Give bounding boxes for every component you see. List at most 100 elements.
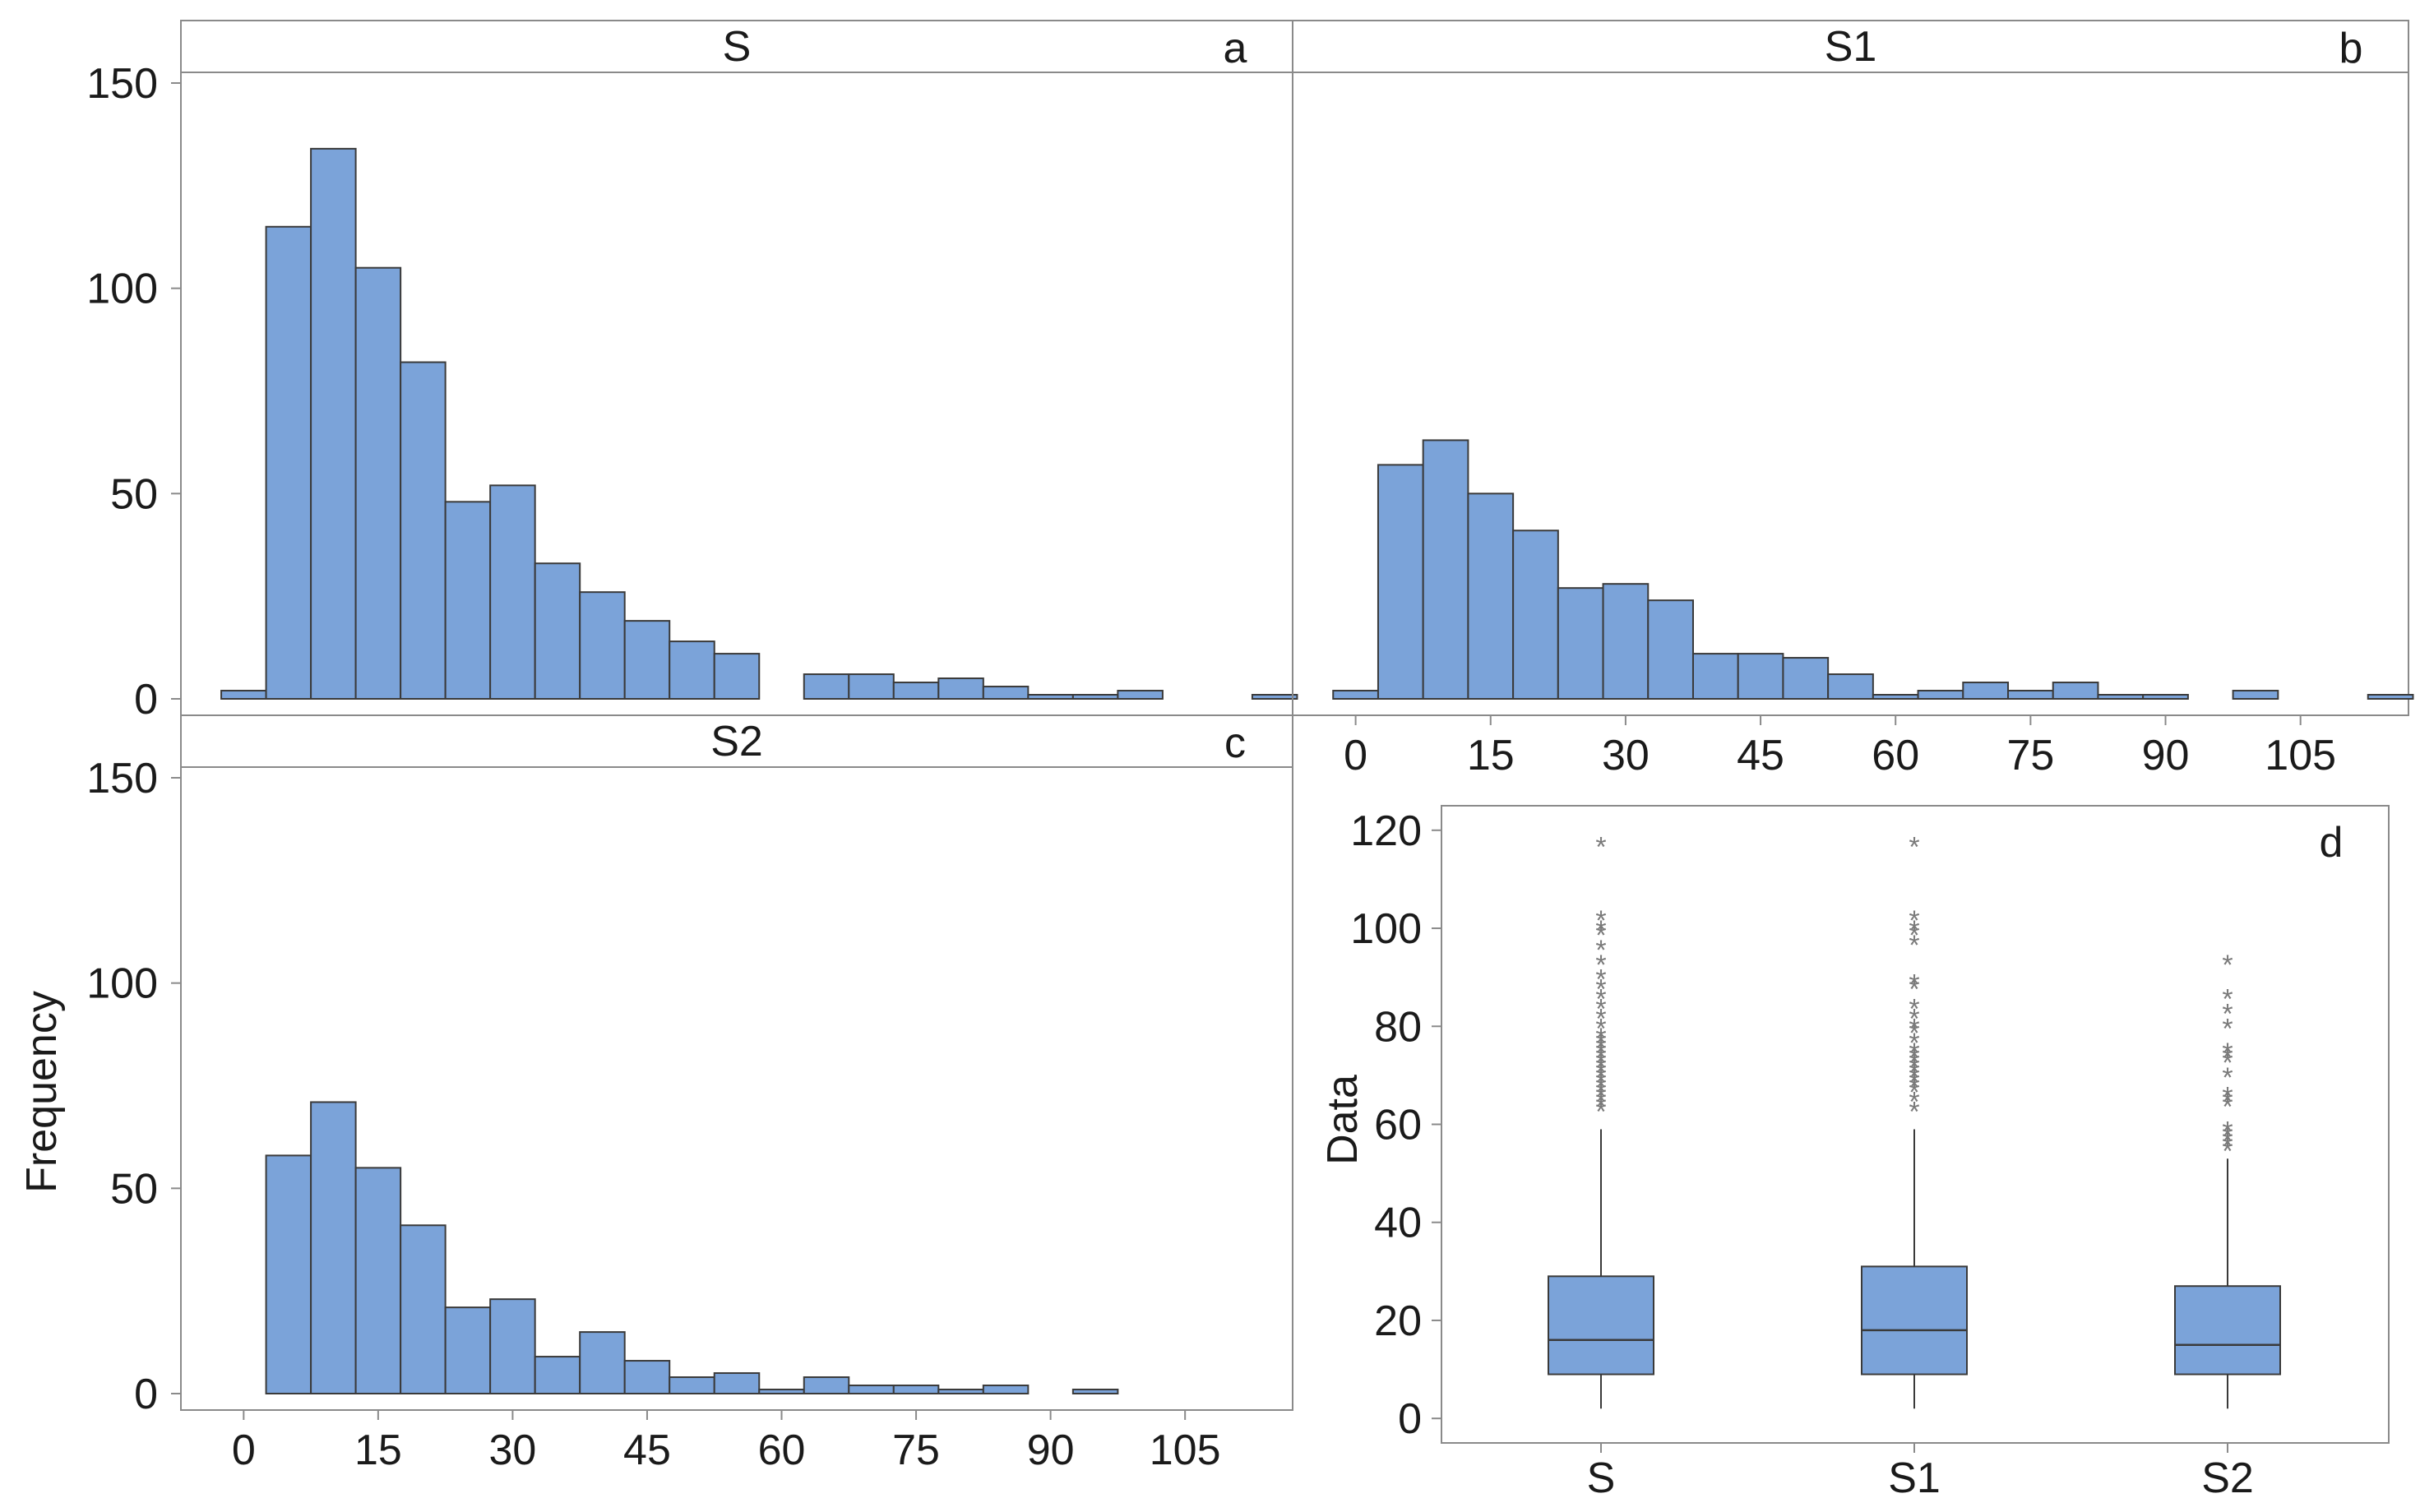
outlier-marker: * bbox=[2222, 1013, 2233, 1044]
histogram-bar bbox=[1557, 587, 1604, 700]
histogram-bar bbox=[2142, 694, 2189, 700]
y-axis-label-data: Data bbox=[1319, 1075, 1367, 1165]
histogram-bar bbox=[1962, 682, 2010, 701]
x-tick-label: 105 bbox=[2265, 732, 2336, 779]
outlier-marker: * bbox=[1909, 1052, 1919, 1084]
outlier-marker: * bbox=[1909, 905, 1919, 936]
outlier-marker: * bbox=[1909, 1072, 1919, 1103]
histogram-bar bbox=[220, 690, 267, 700]
histogram-bar bbox=[669, 1376, 715, 1394]
outlier-marker: * bbox=[1909, 1097, 1919, 1128]
x-tick-label: 30 bbox=[488, 1426, 536, 1474]
histogram-bar bbox=[579, 1331, 626, 1394]
outlier-marker: * bbox=[2222, 1126, 2233, 1157]
x-tick-label: 0 bbox=[1344, 732, 1367, 779]
histogram-bar bbox=[623, 1360, 671, 1395]
panel-frame bbox=[180, 714, 1293, 1411]
histogram-bar bbox=[982, 686, 1030, 701]
outlier-marker: * bbox=[2222, 1047, 2233, 1079]
histogram-bar bbox=[669, 640, 715, 700]
histogram-bar bbox=[1691, 653, 1739, 700]
outlier-marker: * bbox=[2222, 1131, 2233, 1162]
panel-title: S bbox=[723, 23, 752, 71]
outlier-marker: * bbox=[1909, 974, 1919, 1006]
panel-title: S1 bbox=[1825, 23, 1877, 71]
histogram-bar bbox=[623, 620, 671, 700]
outlier-marker: * bbox=[1595, 1092, 1606, 1123]
histogram-bar bbox=[579, 591, 626, 700]
histogram-bar bbox=[892, 682, 940, 701]
outlier-marker: * bbox=[1909, 1057, 1919, 1089]
histogram-panel-s2: S2 c 0 50 100 150 0 15 30 45 60 75 90 105 bbox=[86, 714, 1293, 1474]
outlier-marker: * bbox=[1595, 1013, 1606, 1044]
outlier-marker: * bbox=[1909, 1087, 1919, 1118]
outlier-marker: * bbox=[1595, 974, 1606, 1006]
outlier-marker: * bbox=[1909, 1043, 1919, 1074]
histogram-panel-s1: S1 b 0 15 30 45 60 75 90 105 bbox=[1292, 20, 2414, 779]
outlier-marker: * bbox=[2222, 1116, 2233, 1147]
y-tick-label: 40 bbox=[1374, 1200, 1422, 1247]
outlier-marker: * bbox=[1595, 1043, 1606, 1074]
y-tick-label: 150 bbox=[86, 60, 158, 108]
outlier-marker: * bbox=[1595, 950, 1606, 981]
y-tick-label: 50 bbox=[110, 1165, 158, 1213]
histogram-bar bbox=[2367, 694, 2414, 700]
outlier-marker: * bbox=[1595, 935, 1606, 966]
outlier-marker: * bbox=[1595, 1097, 1606, 1128]
histogram-bar bbox=[444, 1306, 492, 1395]
outlier-marker: * bbox=[1909, 969, 1919, 1001]
histogram-bar bbox=[982, 1385, 1030, 1394]
histogram-bar bbox=[534, 562, 581, 700]
histogram-bar bbox=[1422, 439, 1469, 700]
outlier-marker: * bbox=[1595, 1072, 1606, 1103]
histogram-bar bbox=[937, 1389, 984, 1395]
outlier-marker: * bbox=[2222, 1038, 2233, 1069]
outlier-marker: * bbox=[1909, 993, 1919, 1024]
outlier-marker: * bbox=[2222, 1087, 2233, 1118]
histogram-bar bbox=[1647, 599, 1694, 700]
panel-letter: b bbox=[2339, 25, 2363, 72]
histogram-bar bbox=[489, 1298, 536, 1394]
y-tick-label: 0 bbox=[134, 676, 158, 724]
y-tick-label: 20 bbox=[1374, 1297, 1422, 1345]
y-tick-label: 60 bbox=[1374, 1102, 1422, 1149]
y-tick-label: 120 bbox=[1350, 807, 1422, 855]
outlier-marker: * bbox=[1595, 993, 1606, 1024]
box-iqr bbox=[1548, 1275, 1654, 1376]
panel-frame bbox=[1292, 20, 2409, 716]
outlier-marker: * bbox=[1595, 1052, 1606, 1084]
outlier-marker: * bbox=[1909, 1067, 1919, 1098]
outlier-marker: * bbox=[1595, 1067, 1606, 1098]
histogram-bar bbox=[848, 673, 895, 700]
outlier-marker: * bbox=[1595, 1033, 1606, 1064]
outlier-marker: * bbox=[2222, 1043, 2233, 1074]
histogram-bar bbox=[1917, 690, 1964, 700]
outlier-marker: * bbox=[1595, 1028, 1606, 1059]
panel-letter: c bbox=[1224, 719, 1246, 767]
outlier-marker: * bbox=[2222, 1062, 2233, 1094]
outlier-marker: * bbox=[1909, 832, 1919, 863]
outlier-marker: * bbox=[1909, 920, 1919, 951]
histogram-bar bbox=[1071, 1389, 1119, 1395]
x-tick-label: 75 bbox=[892, 1426, 940, 1474]
histogram-bar bbox=[1071, 694, 1119, 700]
outlier-marker: * bbox=[1595, 1038, 1606, 1069]
histogram-bar bbox=[310, 147, 357, 701]
x-tick-label: 60 bbox=[1872, 732, 1919, 779]
x-tick-label: 0 bbox=[232, 1426, 256, 1474]
histogram-bar bbox=[803, 673, 850, 700]
histogram-bar bbox=[444, 501, 492, 700]
outlier-marker: * bbox=[1595, 1077, 1606, 1108]
outlier-marker: * bbox=[1595, 1057, 1606, 1089]
histogram-bar bbox=[265, 225, 312, 700]
y-tick-label: 100 bbox=[1350, 905, 1422, 953]
histogram-bar bbox=[400, 1224, 447, 1394]
outlier-marker: * bbox=[1909, 1018, 1919, 1049]
histogram-bar bbox=[713, 653, 761, 700]
x-tick-label: 90 bbox=[1027, 1426, 1075, 1474]
y-tick-label: 100 bbox=[86, 266, 158, 313]
histogram-bar bbox=[937, 677, 984, 700]
histogram-bar bbox=[803, 1376, 850, 1394]
y-tick-label: 100 bbox=[86, 960, 158, 1008]
histogram-bar bbox=[400, 361, 447, 700]
